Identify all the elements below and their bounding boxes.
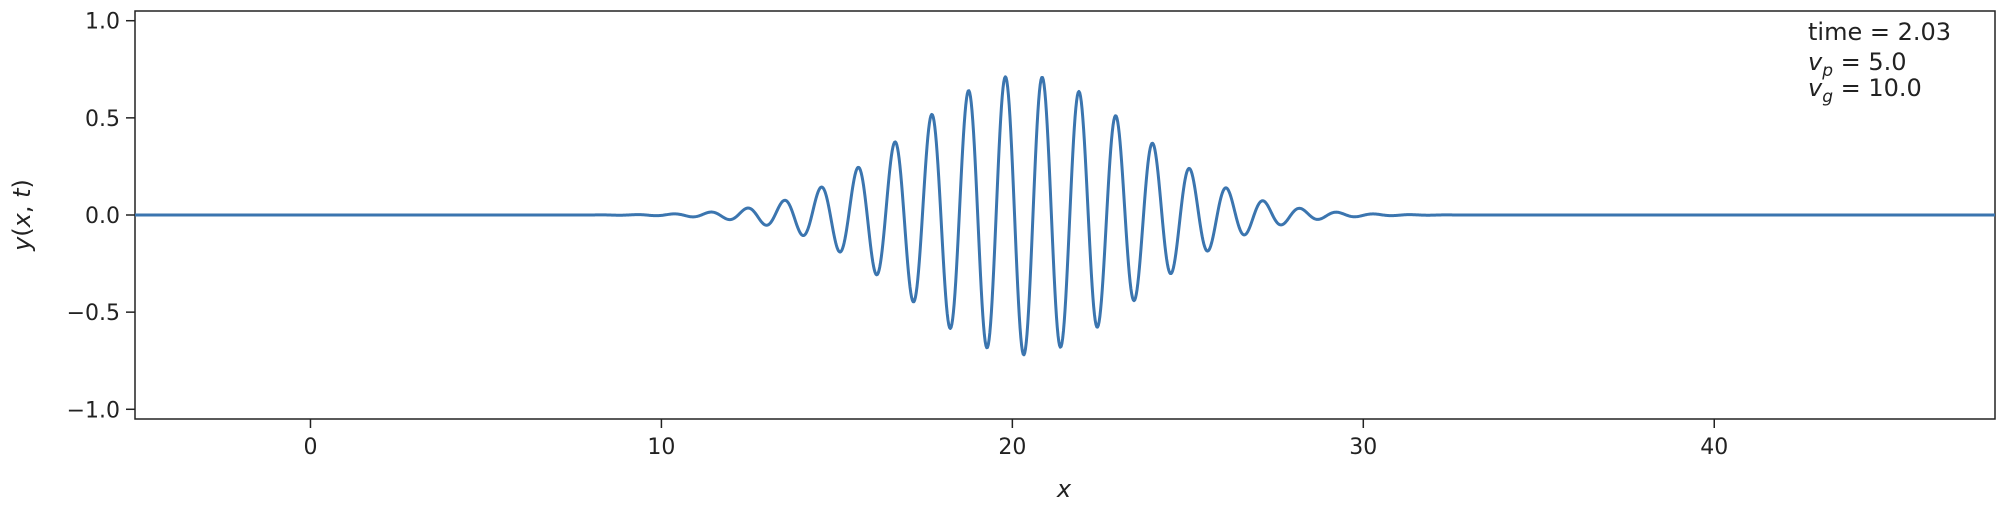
x-tick-label: 30 (1349, 435, 1377, 460)
y-tick-label: 0.0 (85, 204, 120, 229)
series-line (134, 75, 1996, 357)
x-tick-label: 20 (998, 435, 1026, 460)
x-axis-label: x (1056, 475, 1072, 503)
x-tick-label: 40 (1700, 435, 1728, 460)
phase-velocity-annotation: vp = 5.0 (1808, 48, 1907, 81)
y-tick-label: −1.0 (67, 398, 120, 423)
y-tick-label: 1.0 (85, 10, 120, 35)
y-tick-label: −0.5 (67, 301, 120, 326)
y-tick-label: 0.5 (85, 107, 120, 132)
x-axis-ticks: 0 10 20 30 40 (303, 419, 1728, 460)
y-axis-label: y(x, t) (8, 179, 36, 252)
y-axis-ticks: −1.0 −0.5 0.0 0.5 1.0 (67, 10, 135, 423)
group-velocity-annotation: vg = 10.0 (1808, 74, 1922, 107)
time-annotation: time = 2.03 (1808, 18, 1951, 46)
x-tick-label: 0 (303, 435, 317, 460)
x-tick-label: 10 (647, 435, 675, 460)
